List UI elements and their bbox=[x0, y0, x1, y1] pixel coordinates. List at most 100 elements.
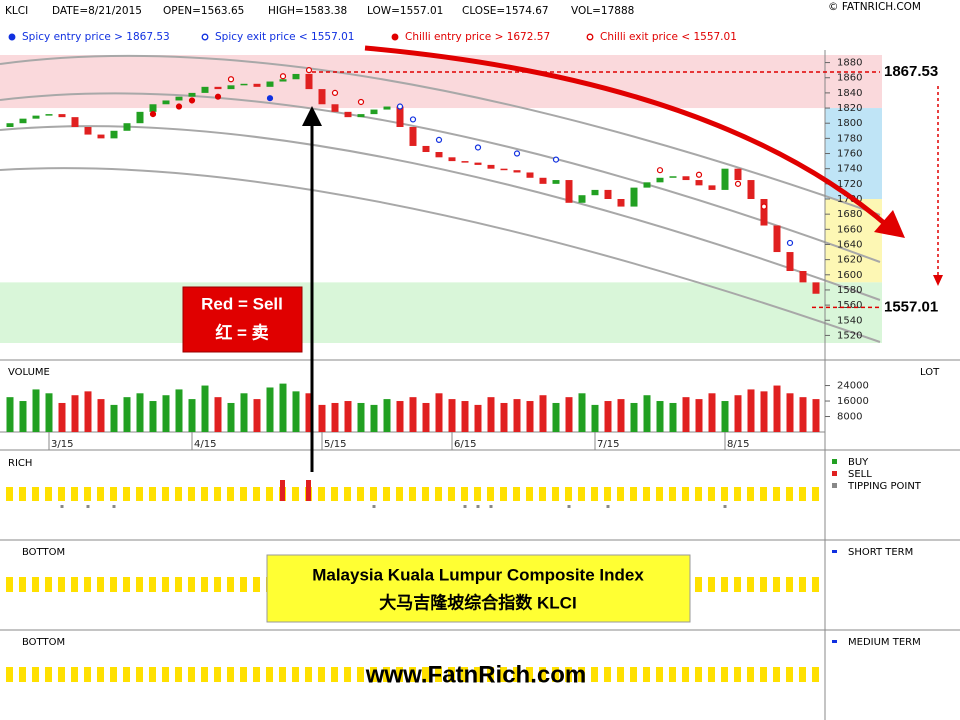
candle-body bbox=[656, 177, 664, 183]
bottom-bar bbox=[630, 667, 637, 682]
rich-bar bbox=[812, 487, 819, 501]
bottom-bar bbox=[747, 577, 754, 592]
rich-bar bbox=[422, 487, 429, 501]
level-label: 1557.01 bbox=[884, 298, 938, 315]
rich-bar bbox=[318, 487, 325, 501]
rich-bar bbox=[682, 487, 689, 501]
signal-marker bbox=[435, 136, 443, 143]
volume-bar bbox=[58, 402, 66, 432]
panel-title: BOTTOM bbox=[22, 547, 65, 558]
channel-line bbox=[0, 167, 881, 343]
volume-bar bbox=[253, 399, 261, 432]
signal-marker bbox=[409, 116, 417, 123]
bottom-bar bbox=[84, 577, 91, 592]
bottom-bar bbox=[786, 667, 793, 682]
signal-marker bbox=[214, 93, 222, 100]
bottom-bar bbox=[331, 667, 338, 682]
volume-bar bbox=[552, 402, 560, 432]
legend-marker bbox=[391, 33, 399, 41]
panel-title: RICH bbox=[8, 458, 32, 469]
candle-body bbox=[6, 123, 14, 127]
candle-body bbox=[539, 177, 547, 184]
candle-body bbox=[760, 199, 768, 226]
bottom-bar bbox=[747, 667, 754, 682]
volume-bar bbox=[97, 399, 105, 432]
volume-bar bbox=[318, 404, 326, 432]
candle-body bbox=[136, 111, 144, 124]
header-close: CLOSE=1574.67 bbox=[462, 5, 549, 17]
volume-bar bbox=[760, 391, 768, 432]
volume-bar bbox=[84, 391, 92, 432]
tipping-point bbox=[372, 505, 376, 508]
candle-body bbox=[253, 83, 261, 87]
signal-marker bbox=[552, 156, 560, 163]
rich-bar bbox=[149, 487, 156, 501]
candle-body bbox=[786, 252, 794, 271]
rich-bar bbox=[227, 487, 234, 501]
rich-bar bbox=[71, 487, 78, 501]
signal-marker bbox=[357, 98, 365, 106]
signal-marker bbox=[305, 67, 313, 74]
bottom-bar bbox=[292, 667, 299, 682]
candle-body bbox=[45, 114, 53, 116]
bottom-bar bbox=[812, 577, 819, 592]
candle-body bbox=[318, 89, 326, 105]
signal-marker bbox=[331, 89, 339, 96]
rich-bar bbox=[435, 487, 442, 501]
volume-bar bbox=[487, 397, 495, 432]
candle-body bbox=[110, 130, 118, 139]
bottom-bar bbox=[422, 667, 429, 682]
candle-body bbox=[123, 123, 131, 131]
volume-bar bbox=[357, 402, 365, 432]
volume-bar bbox=[305, 393, 313, 432]
bottom-bar bbox=[682, 667, 689, 682]
bottom-bar bbox=[240, 667, 247, 682]
rich-bar bbox=[695, 487, 702, 501]
volume-bar bbox=[19, 401, 27, 432]
bottom-bar bbox=[214, 577, 221, 592]
candle-body bbox=[773, 225, 781, 253]
bottom-bar bbox=[695, 667, 702, 682]
sell-note: Red = Sell bbox=[201, 294, 283, 313]
candle-body bbox=[747, 180, 755, 199]
volume-bar bbox=[448, 399, 456, 432]
candle-body bbox=[19, 118, 27, 124]
bottom-bar bbox=[97, 667, 104, 682]
rich-bar bbox=[565, 487, 572, 501]
rich-bar bbox=[799, 487, 806, 501]
rich-bar bbox=[500, 487, 507, 501]
rich-bar bbox=[734, 487, 741, 501]
bottom-bar bbox=[175, 667, 182, 682]
candle-body bbox=[214, 86, 222, 90]
signal-marker bbox=[695, 171, 703, 178]
bottom-bar bbox=[305, 667, 312, 682]
y-tick-label: 1640 bbox=[837, 239, 862, 250]
signal-marker bbox=[656, 167, 664, 174]
bottom-bar bbox=[162, 577, 169, 592]
bottom-bar bbox=[617, 667, 624, 682]
y-tick-label: 1620 bbox=[837, 255, 862, 266]
candle-body bbox=[500, 168, 508, 171]
tipping-point bbox=[60, 505, 64, 508]
rich-bar bbox=[201, 487, 208, 501]
rich-bar bbox=[396, 487, 403, 501]
bottom-bar bbox=[6, 577, 13, 592]
rich-bar bbox=[123, 487, 130, 501]
y-tick-label: 8000 bbox=[837, 412, 862, 423]
bottom-bar bbox=[136, 667, 143, 682]
volume-bar bbox=[734, 395, 742, 432]
signal-marker bbox=[474, 144, 482, 151]
arrow-head bbox=[874, 210, 905, 238]
legend-swatch bbox=[832, 459, 837, 464]
bottom-bar bbox=[344, 667, 351, 682]
candle-body bbox=[591, 189, 599, 196]
bottom-bar bbox=[721, 577, 728, 592]
rich-bar bbox=[630, 487, 637, 501]
bottom-bar bbox=[396, 667, 403, 682]
bottom-bar bbox=[71, 577, 78, 592]
x-tick-label: 6/15 bbox=[454, 439, 476, 450]
rich-bar bbox=[643, 487, 650, 501]
volume-bar bbox=[799, 397, 807, 432]
x-tick-label: 5/15 bbox=[324, 439, 346, 450]
candle-body bbox=[474, 162, 482, 165]
